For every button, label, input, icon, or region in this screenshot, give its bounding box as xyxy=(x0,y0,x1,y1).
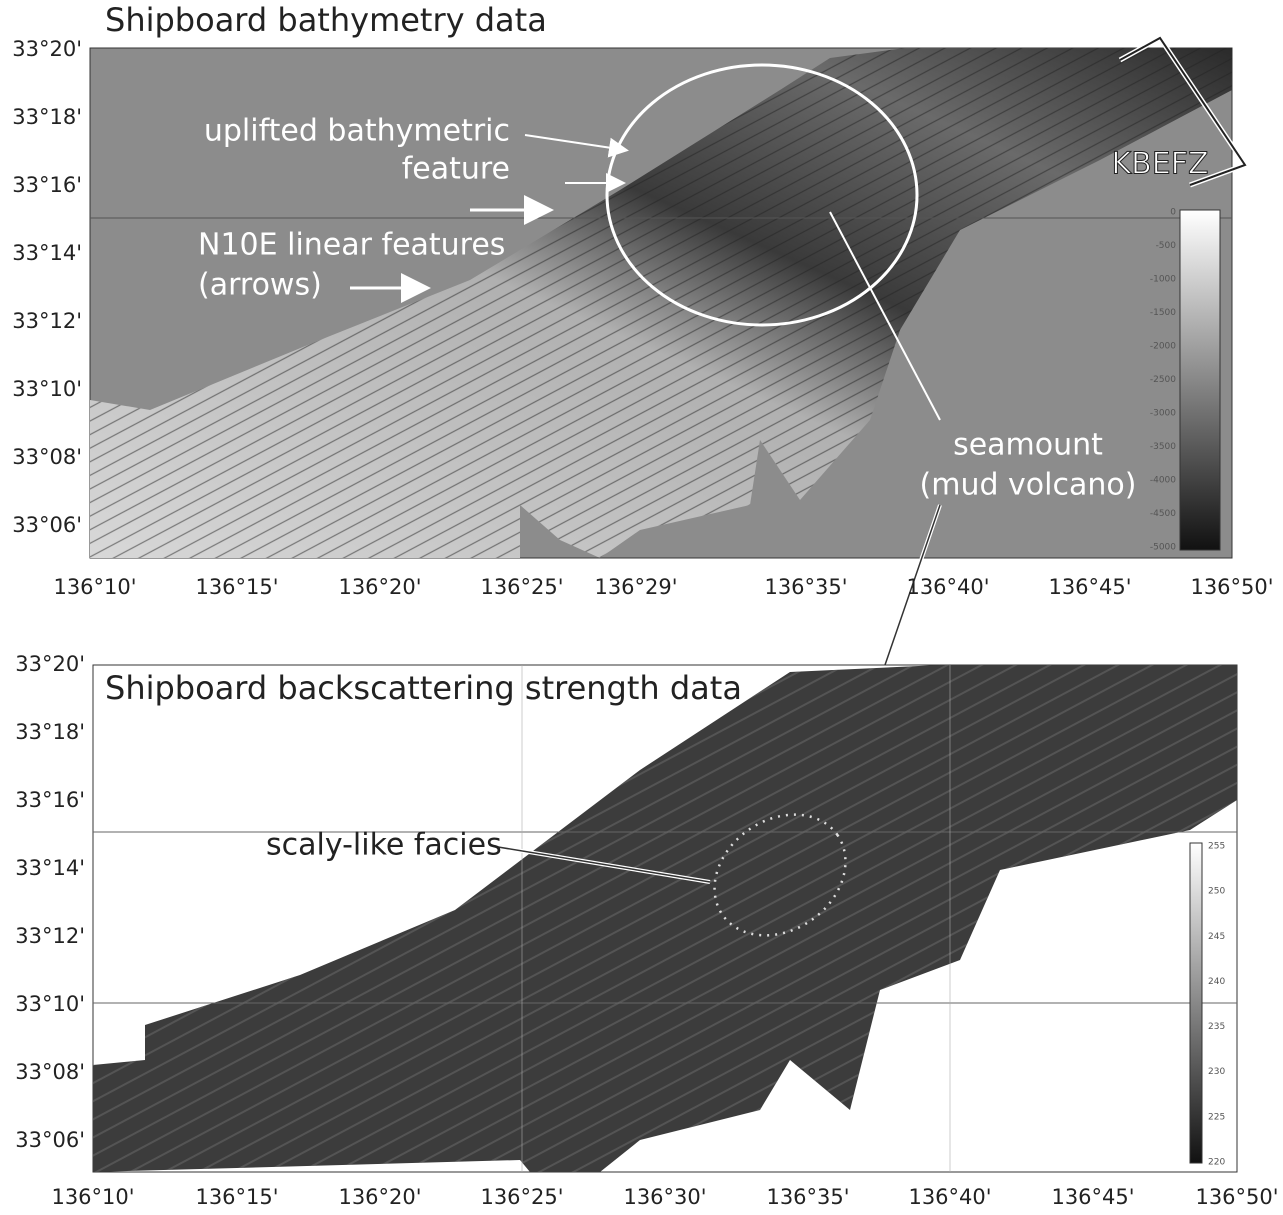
annotation: seamount xyxy=(953,428,1103,463)
colorbar-label: -1500 xyxy=(1150,308,1176,318)
colorbar-label: -3000 xyxy=(1150,409,1176,419)
x-tick-label: 136°20' xyxy=(338,575,421,599)
y-tick-label: 33°20' xyxy=(15,652,85,676)
x-tick-label: 136°25' xyxy=(480,1185,563,1209)
colorbar-label: 230 xyxy=(1208,1067,1225,1077)
colorbar-label: -4000 xyxy=(1150,476,1176,486)
x-tick-label: 136°45' xyxy=(1051,1185,1134,1209)
x-tick-label: 136°25' xyxy=(480,575,563,599)
x-tick-label: 136°40' xyxy=(908,1185,991,1209)
annotation: (arrows) xyxy=(198,268,322,303)
y-tick-label: 33°12' xyxy=(12,309,82,333)
y-tick-label: 33°06' xyxy=(15,1128,85,1152)
x-tick-label: 136°35' xyxy=(764,575,847,599)
colorbar-label: -1000 xyxy=(1150,275,1176,285)
x-tick-label: 136°10' xyxy=(53,575,136,599)
y-tick-label: 33°06' xyxy=(12,513,82,537)
x-tick-label: 136°15' xyxy=(195,1185,278,1209)
colorbar-label: 250 xyxy=(1208,887,1225,897)
y-tick-label: 33°14' xyxy=(12,241,82,265)
colorbar-label: 255 xyxy=(1208,842,1225,852)
y-tick-label: 33°10' xyxy=(12,377,82,401)
y-tick-label: 33°12' xyxy=(15,924,85,948)
colorbar-label: -3500 xyxy=(1150,442,1176,452)
x-tick-label: 136°35' xyxy=(766,1185,849,1209)
x-tick-label: 136°40' xyxy=(906,575,989,599)
y-tick-label: 33°18' xyxy=(12,105,82,129)
colorbar xyxy=(1190,843,1202,1163)
colorbar-label: 240 xyxy=(1208,977,1225,987)
x-tick-label: 136°30' xyxy=(623,1185,706,1209)
y-tick-label: 33°16' xyxy=(15,788,85,812)
y-tick-label: 33°08' xyxy=(15,1060,85,1084)
x-tick-label: 136°10' xyxy=(51,1185,134,1209)
colorbar-label: -500 xyxy=(1156,241,1177,251)
x-tick-label: 136°29' xyxy=(594,575,677,599)
y-tick-label: 33°14' xyxy=(15,856,85,880)
annotation: feature xyxy=(402,152,510,187)
colorbar-label: -2500 xyxy=(1150,375,1176,385)
colorbar-label: -2000 xyxy=(1150,342,1176,352)
y-tick-label: 33°18' xyxy=(15,720,85,744)
colorbar-label: 235 xyxy=(1208,1022,1225,1032)
colorbar-label: 220 xyxy=(1208,1158,1225,1168)
colorbar-label: -4500 xyxy=(1150,509,1176,519)
y-tick-label: 33°20' xyxy=(12,37,82,61)
annotation: (mud volcano) xyxy=(920,468,1137,503)
colorbar-label: 225 xyxy=(1208,1112,1225,1122)
panel-title: Shipboard backscattering strength data xyxy=(105,669,742,707)
fault-zone-label: KBEFZ xyxy=(1111,147,1208,182)
x-tick-label: 136°50' xyxy=(1195,1185,1278,1209)
y-tick-label: 33°10' xyxy=(15,992,85,1016)
colorbar-label: -5000 xyxy=(1150,543,1176,553)
y-tick-label: 33°16' xyxy=(12,173,82,197)
facies-label: scaly-like facies xyxy=(266,828,502,863)
colorbar xyxy=(1180,210,1220,550)
colorbar-label: 245 xyxy=(1208,932,1225,942)
annotation: uplifted bathymetric xyxy=(204,114,510,149)
annotation: N10E linear features xyxy=(198,228,505,263)
panel-title: Shipboard bathymetry data xyxy=(105,1,547,39)
x-tick-label: 136°50' xyxy=(1190,575,1273,599)
colorbar-label: 0 xyxy=(1170,208,1176,218)
x-tick-label: 136°20' xyxy=(338,1185,421,1209)
figure: KBEFZ scaly-like facies Shipboard backsc… xyxy=(0,0,1283,1215)
x-tick-label: 136°45' xyxy=(1048,575,1131,599)
x-tick-label: 136°15' xyxy=(195,575,278,599)
y-tick-label: 33°08' xyxy=(12,445,82,469)
